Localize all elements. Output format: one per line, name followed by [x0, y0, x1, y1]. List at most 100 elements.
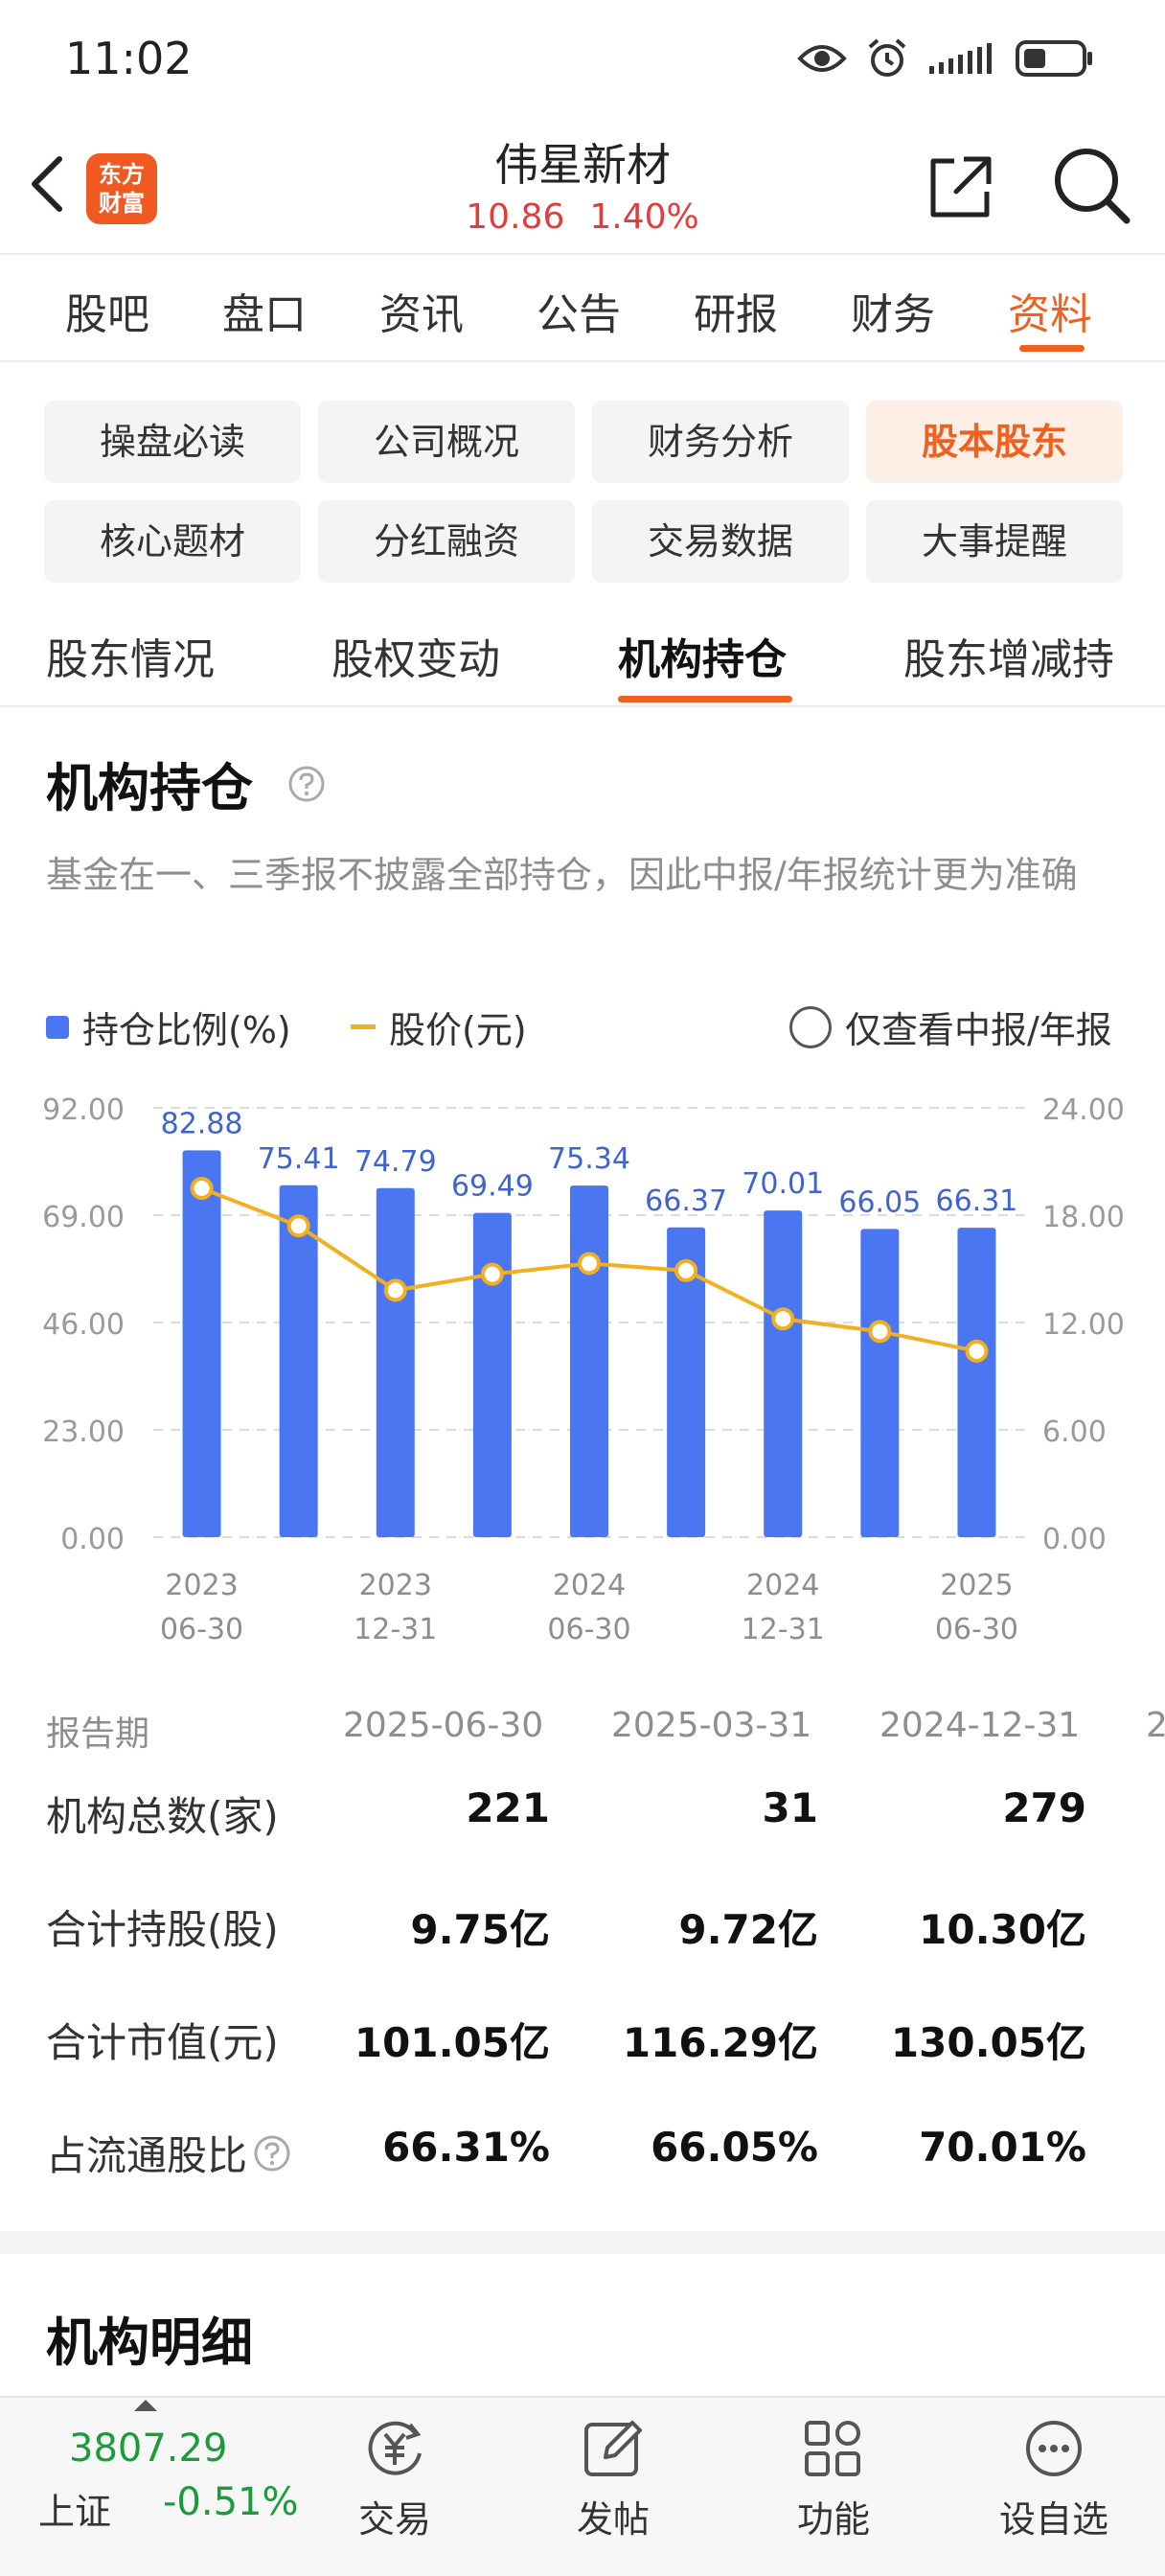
tab-finance[interactable]: 财务 — [851, 290, 935, 339]
btn-shareholders[interactable]: 股本股东 — [866, 401, 1123, 483]
x-tick-date: 06-30 — [935, 1613, 1018, 1646]
price-point — [286, 1214, 310, 1238]
bar-data-label: 74.79 — [354, 1145, 437, 1179]
tab-pankou[interactable]: 盘口 — [222, 290, 307, 339]
bar — [182, 1150, 221, 1537]
btn-core-themes[interactable]: 核心题材 — [44, 500, 301, 583]
cell-value: 10.30亿 — [919, 1906, 1086, 1953]
logo-line2: 财富 — [99, 190, 145, 217]
index-change[interactable]: -0.51% — [163, 2480, 299, 2524]
y-tick-right: 24.00 — [1042, 1093, 1125, 1127]
index-name[interactable]: 上证 — [38, 2491, 112, 2533]
status-time: 11:02 — [65, 33, 193, 84]
nav-trade-label: 交易 — [357, 2498, 431, 2541]
tab-profile[interactable]: 资料 — [1008, 290, 1092, 339]
share-icon[interactable] — [922, 148, 998, 224]
row-label-total-shares: 合计持股(股) — [46, 1906, 279, 1953]
logo-line1: 东方 — [99, 161, 145, 188]
y-tick-right: 12.00 — [1042, 1308, 1125, 1342]
table-period-3: 2024-12-31 — [879, 1706, 1081, 1745]
nav-post-label: 发帖 — [576, 2498, 650, 2541]
tab-equity-changes[interactable]: 股权变动 — [331, 635, 500, 684]
status-icons — [797, 34, 1094, 82]
tab-news[interactable]: 资讯 — [379, 290, 464, 339]
tab-shareholder-status[interactable]: 股东情况 — [46, 635, 215, 684]
price-point — [578, 1252, 601, 1276]
caret-up-icon[interactable] — [134, 2400, 157, 2411]
legend-line: 股价(元) — [351, 1000, 527, 1053]
cell-value: 130.05亿 — [890, 2019, 1086, 2066]
alarm-icon — [868, 38, 906, 77]
holdings-chart: 0.00 23.00 46.00 69.00 92.00 0.00 6.00 12.00 18.… — [42, 1093, 1125, 1646]
cell-value: 221 — [466, 1784, 550, 1831]
legend-bar: 持仓比例(%) — [46, 1000, 291, 1053]
cell-value: 9.75亿 — [410, 1906, 550, 1953]
bar-data-label: 66.05 — [838, 1185, 921, 1219]
section-divider — [0, 2231, 1165, 2254]
half-year-toggle[interactable]: 仅查看中报/年报 — [789, 1000, 1112, 1053]
help-icon[interactable] — [253, 2134, 291, 2173]
bar — [472, 1212, 512, 1537]
search-icon[interactable] — [1050, 144, 1132, 226]
x-tick-date: 12-31 — [742, 1613, 825, 1646]
row-label-institution-count: 机构总数(家) — [46, 1793, 279, 1840]
btn-trading-guide[interactable]: 操盘必读 — [44, 401, 301, 483]
tab-guba[interactable]: 股吧 — [65, 290, 149, 339]
row-label-market-value: 合计市值(元) — [46, 2019, 279, 2066]
section-note: 基金在一、三季报不披露全部持仓，因此中报/年报统计更为准确 — [46, 854, 1078, 896]
btn-trading-data[interactable]: 交易数据 — [592, 500, 849, 583]
app-logo: 东方 财富 — [86, 153, 157, 224]
status-bar: 11:02 — [0, 0, 1165, 115]
section-title: 机构持仓 — [46, 758, 253, 818]
help-icon[interactable] — [287, 765, 326, 803]
section2-title: 机构明细 — [46, 2312, 253, 2373]
cell-value: 66.31% — [382, 2124, 550, 2171]
cell-value: 9.72亿 — [678, 1906, 818, 1953]
tab-holding-changes[interactable]: 股东增减持 — [903, 635, 1114, 684]
stock-price: 10.86 — [466, 197, 565, 237]
row-float-ratio: 占流通股比 — [46, 2124, 291, 2182]
stock-change-pct: 1.40% — [589, 197, 699, 237]
price-point — [480, 1262, 504, 1286]
x-tick-year: 2024 — [746, 1569, 819, 1602]
table-period-overflow: 2 — [1146, 1706, 1165, 1745]
tab-research[interactable]: 研报 — [694, 290, 778, 339]
y-tick-right: 6.00 — [1042, 1415, 1107, 1449]
cell-value: 116.29亿 — [622, 2019, 818, 2066]
bar-data-label: 82.88 — [161, 1107, 243, 1140]
nav-post[interactable]: 发帖 — [537, 2415, 690, 2542]
x-tick-year: 2023 — [165, 1569, 238, 1602]
nav-functions[interactable]: 功能 — [757, 2415, 910, 2542]
radio-unchecked-icon[interactable] — [789, 1005, 832, 1048]
stock-header: 东方 财富 伟星新材 10.86 1.40% — [0, 115, 1165, 255]
battery-icon — [1016, 40, 1092, 77]
row-label-float-ratio: 占流通股比 — [46, 2132, 248, 2179]
nav-trade[interactable]: 交易 — [318, 2415, 471, 2542]
tab-announcements[interactable]: 公告 — [537, 290, 621, 339]
btn-major-events[interactable]: 大事提醒 — [866, 500, 1123, 583]
signal-icon — [929, 43, 992, 74]
x-tick-date: 06-30 — [547, 1613, 630, 1646]
back-arrow-icon[interactable] — [21, 153, 79, 215]
bar — [376, 1187, 415, 1537]
y-tick-right: 0.00 — [1042, 1523, 1107, 1556]
x-tick-year: 2025 — [940, 1569, 1013, 1602]
nav-functions-label: 功能 — [796, 2498, 870, 2541]
x-tick-year: 2024 — [553, 1569, 626, 1602]
price-point — [190, 1177, 214, 1200]
bar — [279, 1184, 318, 1537]
bar-data-label: 70.01 — [742, 1167, 824, 1201]
active-tab-indicator — [1019, 345, 1085, 352]
grid-icon — [805, 2421, 860, 2476]
edit-icon — [584, 2421, 642, 2476]
bottom-bar: 3807.29 上证 -0.51% 交易 发帖 功能 设自选 — [0, 2396, 1165, 2576]
nav-watchlist[interactable]: 设自选 — [977, 2415, 1131, 2542]
btn-company-overview[interactable]: 公司概况 — [318, 401, 575, 483]
holder-tabs: 股东情况 股权变动 机构持仓 股东增减持 — [0, 604, 1165, 707]
btn-dividends-financing[interactable]: 分红融资 — [318, 500, 575, 583]
legend-line-label: 股价(元) — [389, 1009, 527, 1051]
tab-institutional-holdings[interactable]: 机构持仓 — [618, 635, 787, 684]
index-value[interactable]: 3807.29 — [69, 2426, 228, 2471]
x-tick-date: 06-30 — [160, 1613, 243, 1646]
btn-financial-analysis[interactable]: 财务分析 — [592, 401, 849, 483]
